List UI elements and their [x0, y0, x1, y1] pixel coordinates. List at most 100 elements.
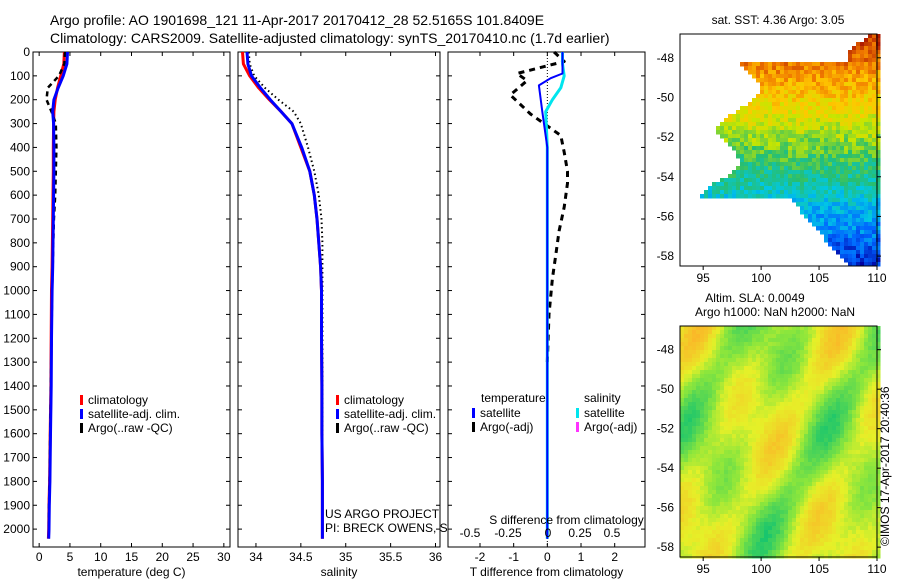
map-cell	[784, 146, 789, 151]
map-cell	[852, 230, 857, 235]
map-cell	[684, 402, 689, 407]
map-cell	[784, 454, 789, 459]
map-cell	[868, 430, 873, 435]
map-cell	[840, 374, 845, 379]
map-cell	[812, 522, 817, 527]
map-cell	[836, 418, 841, 423]
map-cell	[704, 434, 709, 439]
map-cell	[748, 466, 753, 471]
map-cell	[872, 210, 877, 215]
map-cell	[712, 190, 717, 195]
map-cell	[860, 166, 865, 171]
map-cell	[864, 238, 869, 243]
map-cell	[748, 458, 753, 463]
map-cell	[872, 506, 877, 511]
map-cell	[684, 502, 689, 507]
map-cell	[868, 190, 873, 195]
map-cell	[712, 474, 717, 479]
map-cell	[740, 554, 745, 559]
map-cell	[868, 186, 873, 191]
map-cell	[772, 466, 777, 471]
map-cell	[816, 182, 821, 187]
map-cell	[720, 354, 725, 359]
map-cell	[760, 162, 765, 167]
map-cell	[872, 486, 877, 491]
map-cell	[800, 434, 805, 439]
map-cell	[748, 126, 753, 131]
map-cell	[860, 466, 865, 471]
map-cell	[840, 386, 845, 391]
map-cell	[784, 150, 789, 155]
map-cell	[824, 434, 829, 439]
map-cell	[816, 90, 821, 95]
map-cell	[812, 418, 817, 423]
map-cell	[688, 470, 693, 475]
map-cell	[760, 114, 765, 119]
map-cell	[796, 170, 801, 175]
map-cell	[728, 526, 733, 531]
map-cell	[852, 438, 857, 443]
map-cell	[776, 550, 781, 555]
map-cell	[836, 486, 841, 491]
map-cell	[764, 430, 769, 435]
map-cell	[700, 370, 705, 375]
map-cell	[732, 178, 737, 183]
map-cell	[840, 70, 845, 75]
map-cell	[760, 430, 765, 435]
map-cell	[716, 426, 721, 431]
map-cell	[692, 402, 697, 407]
map-cell	[860, 522, 865, 527]
map-cell	[856, 506, 861, 511]
map-cell	[824, 238, 829, 243]
map-cell	[836, 338, 841, 343]
map-cell	[812, 86, 817, 91]
map-cell	[700, 442, 705, 447]
map-cell	[748, 438, 753, 443]
map-cell	[808, 534, 813, 539]
map-cell	[704, 390, 709, 395]
map-cell	[864, 94, 869, 99]
map-cell	[720, 510, 725, 515]
map-cell	[820, 350, 825, 355]
map-cell	[728, 510, 733, 515]
map-cell	[684, 470, 689, 475]
map-cell	[728, 478, 733, 483]
map-cell	[736, 446, 741, 451]
map-cell	[724, 398, 729, 403]
legend-label: satellite	[480, 406, 521, 420]
map-cell	[856, 142, 861, 147]
map-cell	[796, 462, 801, 467]
map-cell	[736, 146, 741, 151]
map-cell	[768, 142, 773, 147]
map-cell	[740, 130, 745, 135]
map-cell	[840, 142, 845, 147]
map-cell	[848, 74, 853, 79]
map-cell	[772, 382, 777, 387]
map-cell	[828, 142, 833, 147]
map-cell	[784, 102, 789, 107]
map-cell	[764, 478, 769, 483]
map-cell	[872, 50, 877, 55]
map-cell	[736, 166, 741, 171]
map-cell	[756, 474, 761, 479]
map-cell	[708, 514, 713, 519]
map-cell	[856, 122, 861, 127]
map-cell	[832, 498, 837, 503]
map-cell	[828, 446, 833, 451]
map-cell	[692, 430, 697, 435]
map-cell	[844, 210, 849, 215]
map-cell	[744, 106, 749, 111]
map-cell	[784, 162, 789, 167]
map-cell	[848, 546, 853, 551]
map-cell	[868, 426, 873, 431]
map-cell	[744, 546, 749, 551]
map-cell	[748, 470, 753, 475]
map-cell	[840, 118, 845, 123]
map-cell	[808, 194, 813, 199]
map-cell	[688, 418, 693, 423]
map-cell	[856, 358, 861, 363]
map-cell	[876, 226, 881, 231]
map-cell	[708, 510, 713, 515]
map-cell	[764, 522, 769, 527]
map-cell	[820, 118, 825, 123]
